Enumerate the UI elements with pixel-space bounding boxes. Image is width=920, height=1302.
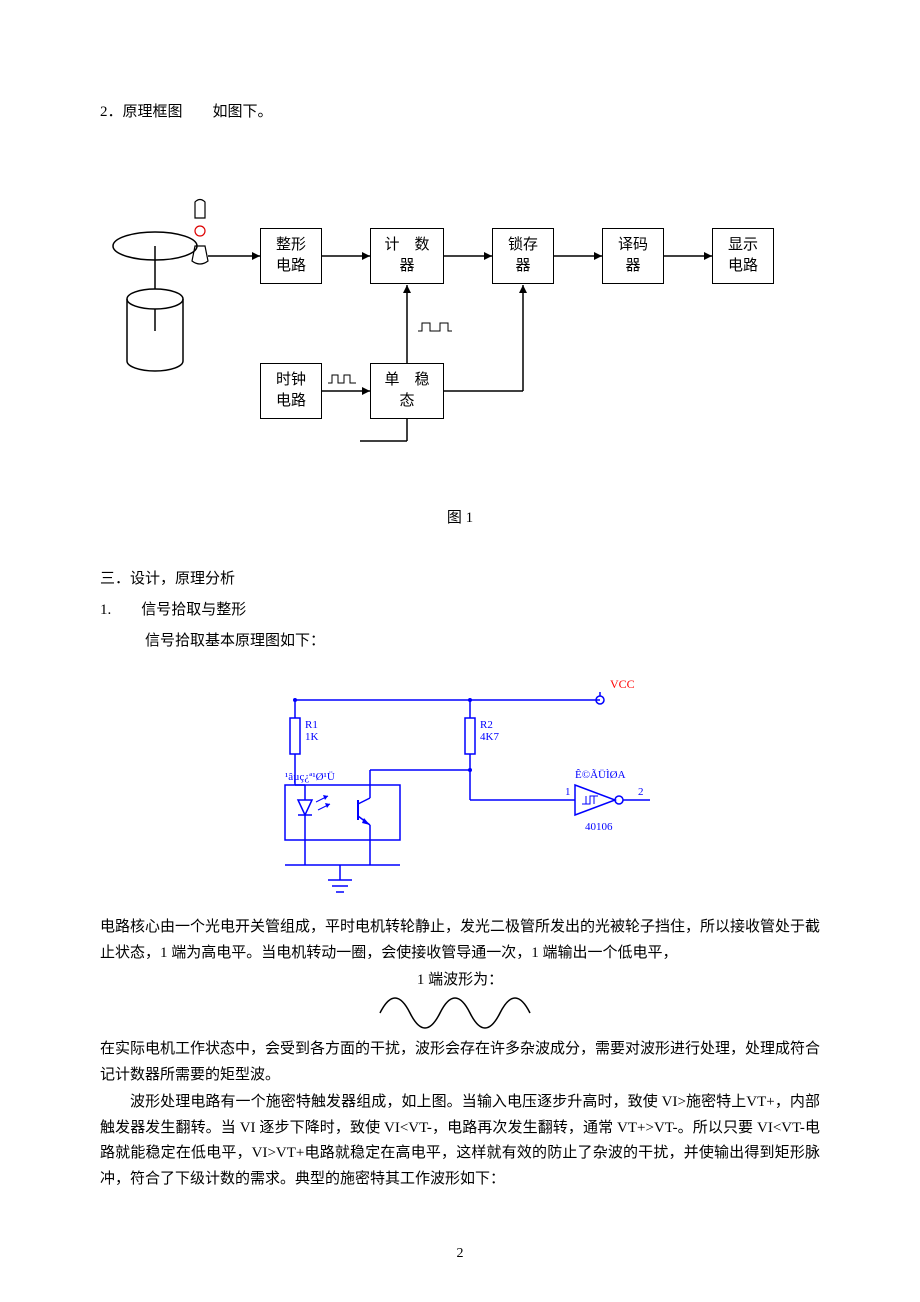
- section3-item1: 1. 信号拾取与整形: [100, 598, 820, 619]
- section3-title: 三．设计，原理分析: [100, 567, 820, 588]
- wave-illustration: 1 端波形为：: [100, 968, 820, 1035]
- box-label: 单 稳 态: [384, 370, 429, 412]
- box-label: 译码 器: [618, 235, 648, 277]
- block-diagram: 整形 电路 计 数 器 锁存 器 译码 器 显示 电路 时钟 电路 单 稳 态: [100, 171, 820, 481]
- svg-text:¹âµç¿ª¹Ø¹Ü: ¹âµç¿ª¹Ø¹Ü: [285, 771, 335, 783]
- svg-text:4K7: 4K7: [480, 731, 499, 743]
- box-label: 显示 电路: [728, 235, 758, 277]
- box-monostable: 单 稳 态: [370, 363, 444, 419]
- para3: 波形处理电路有一个施密特触发器组成，如上图。当输入电压逐步升高时，致使 VI>施…: [100, 1090, 820, 1192]
- svg-text:1K: 1K: [305, 731, 319, 743]
- section3-item1-sub: 信号拾取基本原理图如下：: [145, 629, 820, 650]
- diagram-connections: [100, 171, 820, 481]
- svg-text:R1: R1: [305, 719, 318, 731]
- box-label: 整形 电路: [276, 235, 306, 277]
- box-decoder: 译码 器: [602, 228, 664, 284]
- box-label: 锁存 器: [508, 235, 538, 277]
- para1: 电路核心由一个光电开关管组成，平时电机转轮静止，发光二极管所发出的光被轮子挡住，…: [100, 915, 820, 966]
- box-latch: 锁存 器: [492, 228, 554, 284]
- svg-text:R2: R2: [480, 719, 493, 731]
- svg-text:1: 1: [565, 786, 571, 798]
- page-number: 2: [0, 1246, 920, 1262]
- figure1-label: 图 1: [100, 506, 820, 527]
- box-shaping: 整形 电路: [260, 228, 322, 284]
- svg-text:2: 2: [638, 786, 644, 798]
- circuit-schematic: VCC R1 1K R2 4K7 ¹âµç¿ª¹Ø¹Ü: [240, 670, 680, 905]
- box-clock: 时钟 电路: [260, 363, 322, 419]
- box-label: 计 数 器: [384, 235, 429, 277]
- heading-block-diagram: 2．原理框图 如图下。: [100, 100, 820, 121]
- svg-text:Ê©ÃÜÌØA: Ê©ÃÜÌØA: [575, 769, 626, 781]
- svg-text:40106: 40106: [585, 821, 613, 833]
- box-label: 时钟 电路: [276, 370, 306, 412]
- box-display: 显示 电路: [712, 228, 774, 284]
- para2: 在实际电机工作状态中，会受到各方面的干扰，波形会存在许多杂波成分，需要对波形进行…: [100, 1037, 820, 1088]
- box-counter: 计 数 器: [370, 228, 444, 284]
- wave-label: 1 端波形为：: [417, 968, 503, 989]
- vcc-label: VCC: [610, 677, 635, 691]
